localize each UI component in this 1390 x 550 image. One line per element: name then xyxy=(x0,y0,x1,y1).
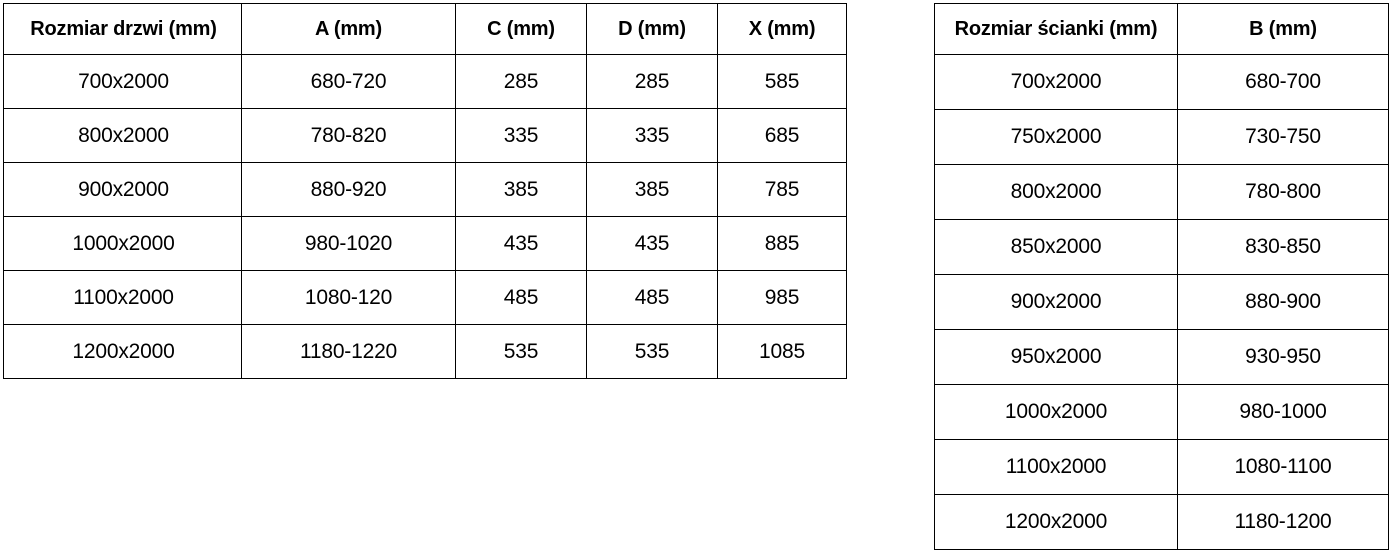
cell-x: 785 xyxy=(717,162,847,217)
table-row: 1000x2000 980-1000 xyxy=(934,384,1389,440)
cell-b: 1080-1100 xyxy=(1177,439,1389,495)
cell-door-size: 800x2000 xyxy=(3,108,242,163)
cell-x: 1085 xyxy=(717,324,847,379)
column-header-b: B (mm) xyxy=(1177,3,1389,55)
cell-d: 435 xyxy=(586,216,718,271)
cell-wall-size: 900x2000 xyxy=(934,274,1178,330)
cell-b: 780-800 xyxy=(1177,164,1389,220)
cell-c: 335 xyxy=(455,108,587,163)
cell-wall-size: 1000x2000 xyxy=(934,384,1178,440)
door-size-table: Rozmiar drzwi (mm) A (mm) C (mm) D (mm) … xyxy=(3,3,847,379)
cell-door-size: 1100x2000 xyxy=(3,270,242,325)
cell-d: 335 xyxy=(586,108,718,163)
cell-x: 685 xyxy=(717,108,847,163)
table-row: 700x2000 680-700 xyxy=(934,54,1389,110)
column-header-door-size: Rozmiar drzwi (mm) xyxy=(3,3,242,55)
cell-c: 485 xyxy=(455,270,587,325)
cell-wall-size: 750x2000 xyxy=(934,109,1178,165)
table-row: 800x2000 780-800 xyxy=(934,164,1389,220)
cell-b: 1180-1200 xyxy=(1177,494,1389,550)
cell-wall-size: 850x2000 xyxy=(934,219,1178,275)
table-row: 950x2000 930-950 xyxy=(934,329,1389,385)
column-header-d: D (mm) xyxy=(586,3,718,55)
wall-size-table: Rozmiar ścianki (mm) B (mm) 700x2000 680… xyxy=(934,3,1389,550)
table-row: 1200x2000 1180-1220 535 535 1085 xyxy=(3,324,847,379)
cell-x: 585 xyxy=(717,54,847,109)
cell-a: 680-720 xyxy=(241,54,456,109)
cell-b: 680-700 xyxy=(1177,54,1389,110)
table-row: 900x2000 880-920 385 385 785 xyxy=(3,162,847,217)
cell-wall-size: 950x2000 xyxy=(934,329,1178,385)
cell-d: 485 xyxy=(586,270,718,325)
table-row: 800x2000 780-820 335 335 685 xyxy=(3,108,847,163)
cell-b: 880-900 xyxy=(1177,274,1389,330)
cell-x: 985 xyxy=(717,270,847,325)
table-row: 900x2000 880-900 xyxy=(934,274,1389,330)
cell-a: 780-820 xyxy=(241,108,456,163)
cell-c: 385 xyxy=(455,162,587,217)
column-header-wall-size: Rozmiar ścianki (mm) xyxy=(934,3,1178,55)
table-row: 1200x2000 1180-1200 xyxy=(934,494,1389,550)
cell-b: 830-850 xyxy=(1177,219,1389,275)
cell-c: 535 xyxy=(455,324,587,379)
cell-wall-size: 1200x2000 xyxy=(934,494,1178,550)
cell-x: 885 xyxy=(717,216,847,271)
cell-door-size: 1200x2000 xyxy=(3,324,242,379)
cell-c: 435 xyxy=(455,216,587,271)
cell-b: 930-950 xyxy=(1177,329,1389,385)
cell-a: 980-1020 xyxy=(241,216,456,271)
table-row: 700x2000 680-720 285 285 585 xyxy=(3,54,847,109)
cell-a: 1080-120 xyxy=(241,270,456,325)
cell-wall-size: 700x2000 xyxy=(934,54,1178,110)
cell-door-size: 700x2000 xyxy=(3,54,242,109)
cell-b: 730-750 xyxy=(1177,109,1389,165)
cell-d: 285 xyxy=(586,54,718,109)
column-header-a: A (mm) xyxy=(241,3,456,55)
table-header-row: Rozmiar drzwi (mm) A (mm) C (mm) D (mm) … xyxy=(3,3,847,55)
cell-door-size: 1000x2000 xyxy=(3,216,242,271)
table-row: 750x2000 730-750 xyxy=(934,109,1389,165)
table-row: 1000x2000 980-1020 435 435 885 xyxy=(3,216,847,271)
cell-door-size: 900x2000 xyxy=(3,162,242,217)
column-header-c: C (mm) xyxy=(455,3,587,55)
cell-d: 535 xyxy=(586,324,718,379)
table-row: 1100x2000 1080-1100 xyxy=(934,439,1389,495)
column-header-x: X (mm) xyxy=(717,3,847,55)
table-row: 850x2000 830-850 xyxy=(934,219,1389,275)
cell-wall-size: 1100x2000 xyxy=(934,439,1178,495)
cell-wall-size: 800x2000 xyxy=(934,164,1178,220)
cell-d: 385 xyxy=(586,162,718,217)
cell-c: 285 xyxy=(455,54,587,109)
cell-a: 880-920 xyxy=(241,162,456,217)
table-header-row: Rozmiar ścianki (mm) B (mm) xyxy=(934,3,1389,55)
table-row: 1100x2000 1080-120 485 485 985 xyxy=(3,270,847,325)
cell-a: 1180-1220 xyxy=(241,324,456,379)
cell-b: 980-1000 xyxy=(1177,384,1389,440)
